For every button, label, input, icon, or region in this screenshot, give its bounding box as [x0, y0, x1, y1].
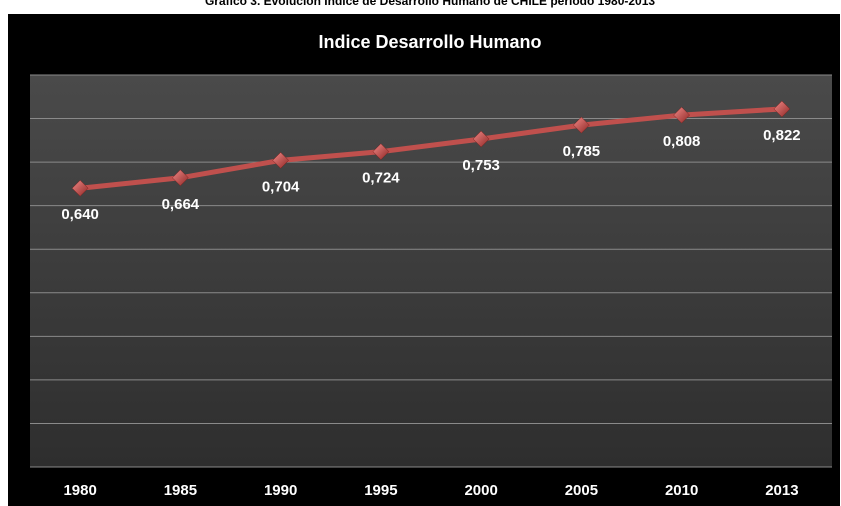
data-label: 0,664	[162, 196, 200, 213]
x-tick-label: 1990	[264, 482, 297, 499]
data-label: 0,753	[462, 157, 500, 174]
x-tick-label: 2010	[665, 482, 698, 499]
x-tick-label: 1995	[364, 482, 397, 499]
data-label: 0,822	[763, 127, 801, 144]
chart-title: Indice Desarrollo Humano	[318, 32, 541, 52]
data-label: 0,704	[262, 178, 300, 195]
x-tick-label: 2000	[464, 482, 497, 499]
marker	[673, 106, 690, 124]
marker	[773, 100, 791, 118]
data-label: 0,808	[663, 133, 701, 150]
caption: Gráfico 3. Evolución Índice de Desarroll…	[205, 0, 655, 8]
marker	[272, 152, 289, 169]
data-label: 0,640	[61, 206, 99, 223]
marker	[71, 179, 89, 197]
plot-area	[30, 75, 832, 467]
marker	[172, 169, 189, 187]
x-tick-label: 1985	[164, 482, 197, 499]
line	[79, 106, 783, 191]
x-tick-label: 1980	[63, 482, 96, 499]
marker	[372, 143, 390, 161]
marker	[573, 116, 590, 134]
data-label: 0,785	[563, 143, 601, 160]
marker	[472, 130, 490, 148]
data-label: 0,724	[362, 170, 400, 187]
x-tick-label: 2013	[765, 482, 798, 499]
x-tick-label: 2005	[565, 482, 598, 499]
